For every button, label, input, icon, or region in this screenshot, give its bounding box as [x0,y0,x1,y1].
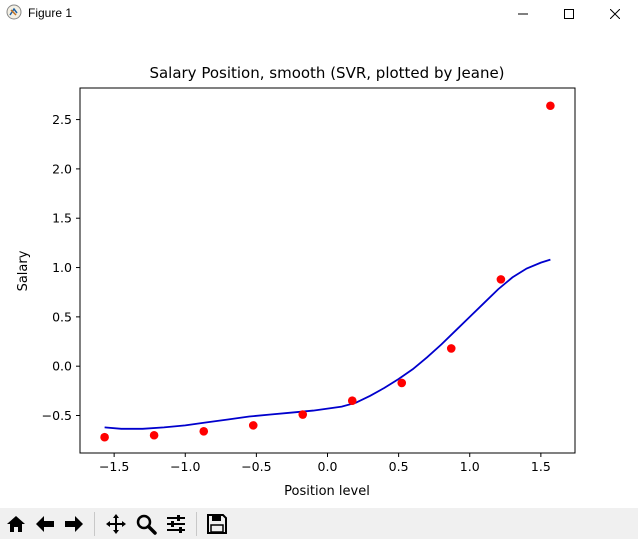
chart-title: Salary Position, smooth (SVR, plotted by… [149,64,504,82]
x-axis-label: Position level [284,484,370,499]
y-tick-label: 2.5 [52,112,72,127]
forward-arrow-icon [65,516,83,532]
x-tick-label: −1.0 [170,459,200,474]
forward-button[interactable] [61,511,87,537]
configure-subplots-icon [167,515,185,533]
close-icon [610,8,620,19]
y-tick-label: 1.0 [52,260,72,275]
app-icon [6,4,22,20]
axes-frame [79,87,576,454]
toolbar-separator [94,512,95,536]
save-icon [207,514,227,534]
x-tick-label: 0.5 [389,459,409,474]
data-point [149,430,159,440]
y-axis-label: Salary [16,250,31,291]
y-tick-label: 2.0 [52,161,72,176]
y-tick-label: 0.5 [52,309,72,324]
back-arrow-icon [36,516,54,532]
y-tick-label: −0.5 [42,408,72,423]
minimize-button[interactable] [500,0,546,27]
data-point [100,432,109,442]
x-tick-label: 1.5 [531,459,551,474]
x-tick-label: −0.5 [241,459,271,474]
figure-canvas: Salary Position, smooth (SVR, plotted by… [0,27,638,508]
zoom-icon [136,514,157,535]
data-point [546,101,555,111]
window-titlebar: Figure 1 [0,0,638,27]
back-button[interactable] [32,511,58,537]
data-point [298,410,308,419]
pan-icon [106,514,126,534]
pan-button[interactable] [103,511,129,537]
home-button[interactable] [3,511,29,537]
maximize-button[interactable] [546,0,592,27]
window-title: Figure 1 [28,6,73,20]
configure-subplots-button[interactable] [163,511,189,537]
zoom-button[interactable] [133,511,159,537]
maximize-icon [564,8,574,19]
toolbar-separator [196,512,197,536]
x-tick-label: 0.0 [318,459,338,474]
y-tick-label: 0.0 [52,359,72,374]
y-tick-label: 1.5 [52,211,72,226]
data-point [199,426,209,436]
data-point [397,378,407,388]
data-point [347,396,357,406]
home-icon [7,516,25,532]
data-point [446,344,456,353]
data-point [496,275,506,284]
close-button[interactable] [592,0,638,27]
x-tick-label: −1.5 [99,459,129,474]
data-point [248,421,258,430]
navigation-toolbar [0,508,638,539]
x-tick-label: 1.0 [460,459,480,474]
plot-area: −1.5 −1.0 −0.5 0.0 0.5 1.0 1.5 −0.5 0.0 0.5 1.0 1.5… [42,87,576,474]
chart: Salary Position, smooth (SVR, plotted by… [16,64,576,499]
regression-curve [104,258,551,430]
minimize-icon [518,13,528,14]
save-button[interactable] [204,511,230,537]
